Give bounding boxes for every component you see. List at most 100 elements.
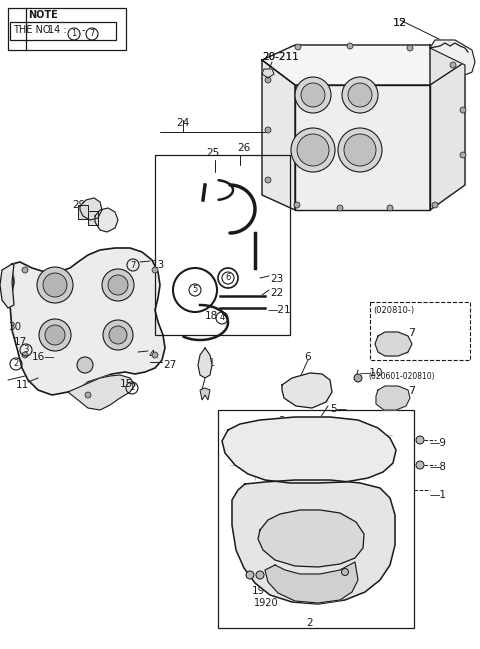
Bar	[78, 205, 88, 219]
Text: 1920: 1920	[254, 598, 278, 608]
Text: 6: 6	[305, 352, 312, 362]
Polygon shape	[198, 348, 212, 378]
Text: 7: 7	[408, 328, 415, 338]
Text: 4: 4	[219, 313, 225, 323]
Circle shape	[77, 357, 93, 373]
Text: 7: 7	[408, 386, 415, 396]
Polygon shape	[262, 45, 465, 85]
Text: 3: 3	[278, 416, 285, 426]
Text: 24: 24	[176, 118, 190, 128]
Text: 20-211: 20-211	[262, 52, 299, 62]
Circle shape	[39, 319, 71, 351]
Polygon shape	[95, 208, 118, 232]
Text: —8: —8	[430, 462, 447, 472]
Text: 20-211: 20-211	[262, 52, 299, 62]
Text: 28: 28	[88, 214, 101, 224]
Text: —1: —1	[430, 490, 447, 500]
Polygon shape	[222, 417, 396, 483]
Circle shape	[342, 77, 378, 113]
Circle shape	[22, 352, 28, 358]
Circle shape	[37, 267, 73, 303]
Circle shape	[108, 275, 128, 295]
Circle shape	[341, 569, 348, 576]
Text: 26: 26	[237, 143, 250, 153]
Circle shape	[256, 571, 264, 579]
Circle shape	[416, 436, 424, 444]
Circle shape	[348, 83, 372, 107]
Text: (020601-020810): (020601-020810)	[368, 372, 434, 381]
Circle shape	[103, 320, 133, 350]
Text: 13: 13	[152, 260, 165, 270]
Circle shape	[152, 267, 158, 273]
Circle shape	[22, 267, 28, 273]
Text: 1: 1	[130, 384, 134, 393]
Circle shape	[102, 269, 134, 301]
Circle shape	[344, 134, 376, 166]
Text: —9: —9	[430, 438, 447, 448]
Circle shape	[450, 62, 456, 68]
Text: 2: 2	[13, 360, 19, 369]
Text: 7: 7	[89, 29, 95, 38]
Circle shape	[432, 202, 438, 208]
Circle shape	[246, 571, 254, 579]
Polygon shape	[0, 264, 14, 308]
Polygon shape	[375, 332, 412, 356]
Text: 18: 18	[205, 311, 218, 321]
Polygon shape	[265, 562, 358, 603]
Circle shape	[338, 128, 382, 172]
Circle shape	[460, 107, 466, 113]
Circle shape	[295, 77, 331, 113]
Circle shape	[265, 177, 271, 183]
Polygon shape	[68, 375, 135, 410]
Text: 22: 22	[270, 288, 283, 298]
Text: 31: 31	[202, 358, 215, 368]
Text: 30: 30	[8, 322, 21, 332]
Circle shape	[45, 325, 65, 345]
Circle shape	[460, 152, 466, 158]
Text: 4: 4	[148, 350, 155, 360]
Circle shape	[407, 45, 413, 51]
Polygon shape	[282, 373, 332, 408]
Text: 6: 6	[225, 273, 231, 282]
Text: 23: 23	[270, 274, 283, 284]
Text: 14 :: 14 :	[48, 25, 67, 35]
Polygon shape	[430, 45, 465, 210]
Bar	[88, 211, 98, 225]
Circle shape	[43, 273, 67, 297]
Polygon shape	[200, 388, 210, 400]
Circle shape	[297, 134, 329, 166]
Text: 17: 17	[14, 337, 27, 347]
Circle shape	[109, 326, 127, 344]
Circle shape	[265, 77, 271, 83]
Text: 27: 27	[163, 360, 176, 370]
Polygon shape	[262, 69, 274, 78]
Circle shape	[152, 352, 158, 358]
Text: (020810-): (020810-)	[373, 306, 414, 315]
Text: 5—: 5—	[330, 404, 347, 414]
Text: 16—: 16—	[32, 352, 56, 362]
Circle shape	[301, 83, 325, 107]
Text: 5: 5	[192, 286, 198, 295]
Bar	[10, 22, 116, 40]
Text: THE NO.: THE NO.	[13, 25, 53, 35]
Circle shape	[295, 44, 301, 50]
Text: 3: 3	[24, 345, 29, 354]
Polygon shape	[262, 60, 295, 210]
Circle shape	[416, 461, 424, 469]
Circle shape	[294, 202, 300, 208]
Circle shape	[291, 128, 335, 172]
Text: 25: 25	[206, 148, 220, 158]
Polygon shape	[430, 40, 475, 75]
Text: —21: —21	[268, 305, 292, 315]
Text: NOTE: NOTE	[28, 10, 58, 20]
Polygon shape	[258, 510, 364, 567]
Circle shape	[265, 127, 271, 133]
Text: 1: 1	[72, 29, 77, 38]
Text: 2: 2	[307, 618, 313, 628]
Bar	[155, 155, 290, 335]
Text: 12: 12	[393, 18, 407, 28]
Bar	[218, 410, 414, 628]
Text: 7: 7	[130, 260, 136, 269]
Text: 20: 20	[266, 586, 279, 596]
Text: -: -	[82, 25, 85, 35]
